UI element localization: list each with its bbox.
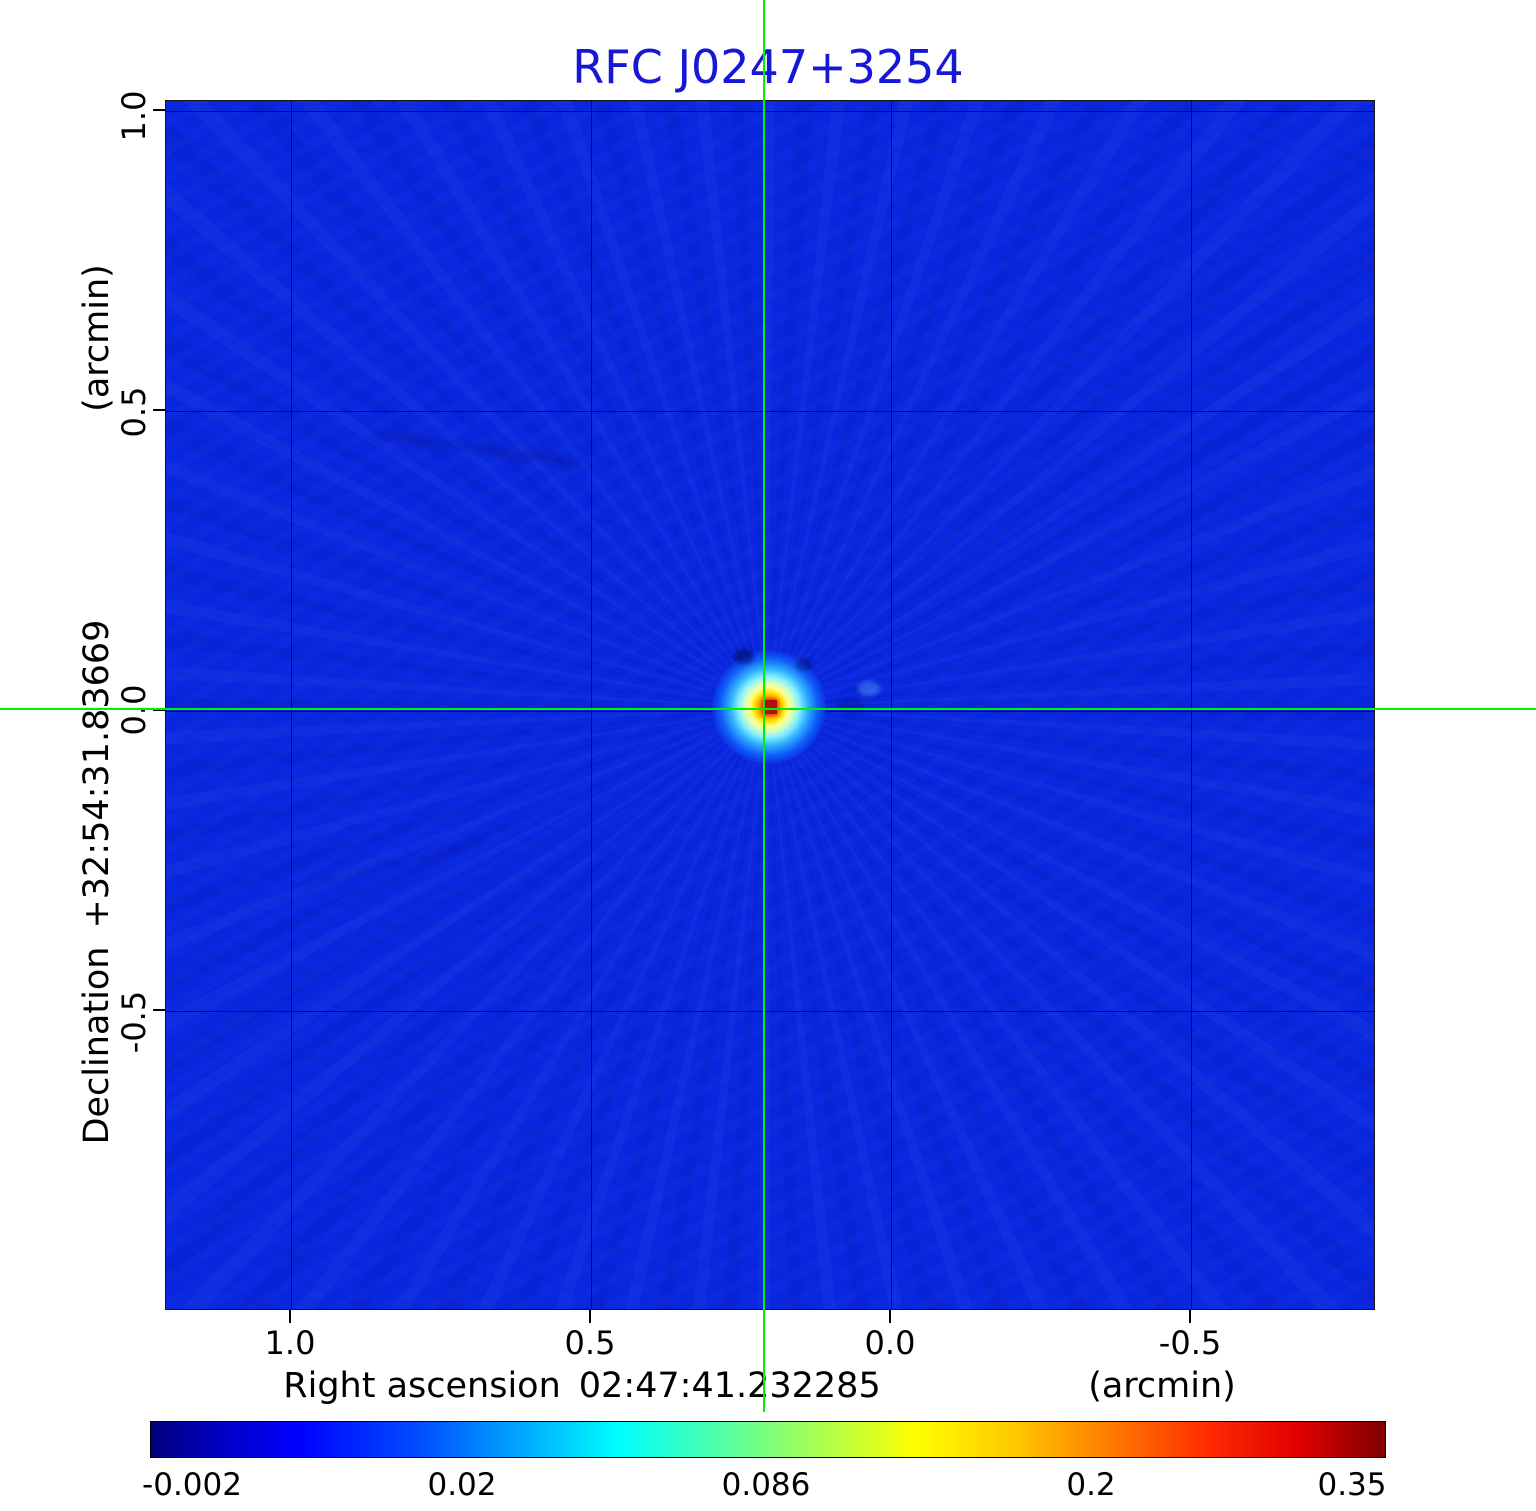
x-tick-mark [1189,1310,1191,1323]
x-tick-mark [289,1310,291,1323]
x-tick-label: 0.5 [564,1324,616,1362]
y-tick-mark [153,409,166,411]
crosshair-horizontal-line [0,708,1536,710]
y-tick-mark [153,709,166,711]
y-tick-label: 0.0 [115,684,153,736]
crosshair-vertical-line [763,0,765,1412]
grid-line-vertical [591,101,592,1309]
x-axis-unit: (arcmin) [1088,1366,1236,1406]
y-tick-mark [153,109,166,111]
grid-line-vertical [291,101,292,1309]
y-tick-label: 0.5 [115,386,153,438]
sidelobe-dark-spot [838,697,864,714]
y-axis-name: Declination [77,946,117,1145]
x-tick-mark [589,1310,591,1323]
colorbar [150,1421,1386,1458]
grid-line-horizontal [166,111,1374,112]
sidelobe-dark-spot [796,659,812,671]
x-axis-label: Right ascension 02:47:41.232285 [283,1366,880,1406]
y-axis-label: Declination +32:54:31.83669 [77,620,117,1145]
x-tick-label: -0.5 [1158,1324,1222,1362]
noise-streak [308,839,484,888]
noise-streak [371,431,586,467]
grid-line-horizontal [166,1011,1374,1012]
radio-source-core [763,700,777,714]
grid-line-vertical [1191,101,1192,1309]
x-tick-mark [889,1310,891,1323]
x-tick-label: 0.0 [864,1324,916,1362]
y-tick-mark [153,1009,166,1011]
y-tick-label: 1.0 [115,90,153,142]
colorbar-tick-label: 0.086 [721,1467,811,1503]
colorbar-tick-label: 0.02 [427,1467,497,1503]
colorbar-tick-label: 0.2 [1066,1467,1116,1503]
grid-line-vertical [891,101,892,1309]
y-axis-coordinate: +32:54:31.83669 [77,619,117,929]
x-axis-coordinate: 02:47:41.232285 [578,1366,881,1406]
y-axis-unit: (arcmin) [77,264,117,412]
sidelobe-dark-spot [734,649,754,664]
heatmap-panel [165,100,1375,1310]
colorbar-tick-label: 0.35 [1317,1467,1387,1503]
x-tick-label: 1.0 [264,1324,316,1362]
y-tick-label: -0.5 [115,990,153,1054]
x-axis-name: Right ascension [283,1366,561,1406]
grid-line-horizontal [166,411,1374,412]
sidelobe-light-spot [858,681,880,696]
plot-title: RFC J0247+3254 [572,40,964,94]
colorbar-tick-label: -0.002 [142,1467,242,1503]
